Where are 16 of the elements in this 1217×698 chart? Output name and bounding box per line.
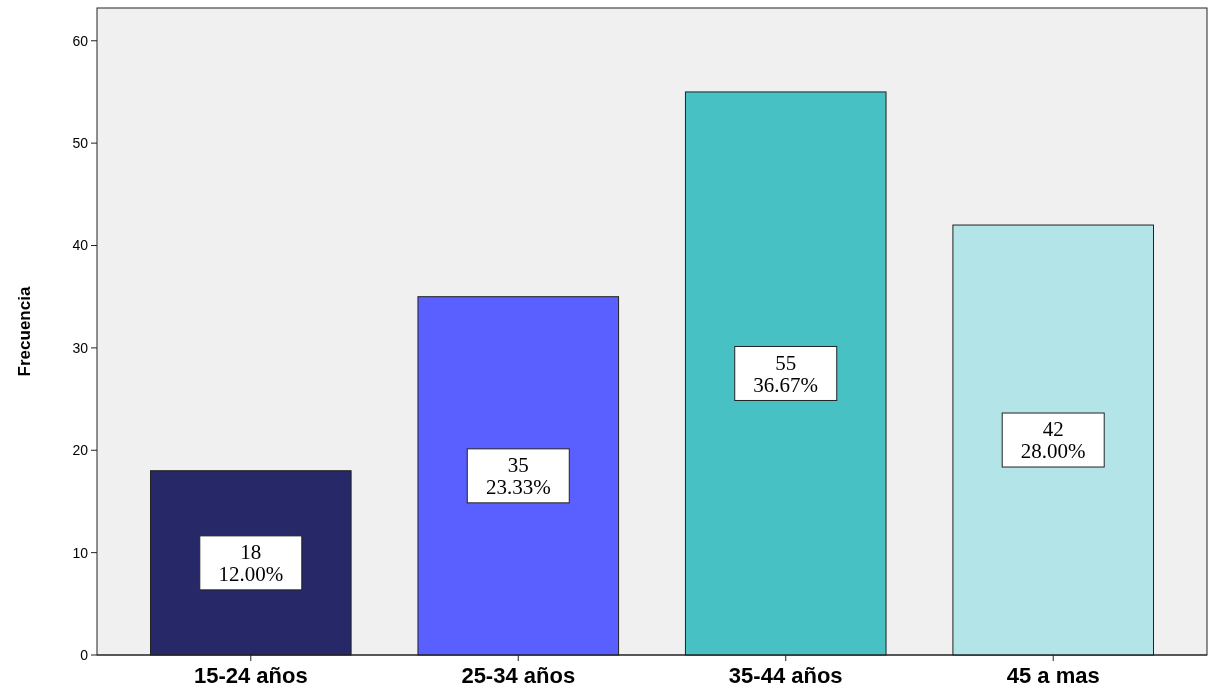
x-tick-label: 35-44 años xyxy=(728,663,843,688)
data-label: 42 28.00% xyxy=(1020,417,1086,464)
x-tick-label: 45 a mas xyxy=(1006,663,1100,688)
data-label: 55 36.67% xyxy=(753,350,819,397)
y-tick-label: 0 xyxy=(80,646,89,663)
y-tick-label: 40 xyxy=(72,237,89,254)
y-tick-label: 50 xyxy=(72,135,89,152)
y-tick-label: 60 xyxy=(72,32,89,49)
y-tick-label: 20 xyxy=(72,442,89,459)
y-tick-label: 30 xyxy=(72,339,89,356)
y-tick-label: 10 xyxy=(72,544,89,561)
data-label: 35 23.33% xyxy=(485,453,551,500)
x-tick-label: 25-34 años xyxy=(461,663,576,688)
y-axis-title: Frecuencia xyxy=(15,286,34,377)
x-tick-label: 15-24 años xyxy=(193,663,308,688)
data-label: 18 12.00% xyxy=(218,540,284,587)
